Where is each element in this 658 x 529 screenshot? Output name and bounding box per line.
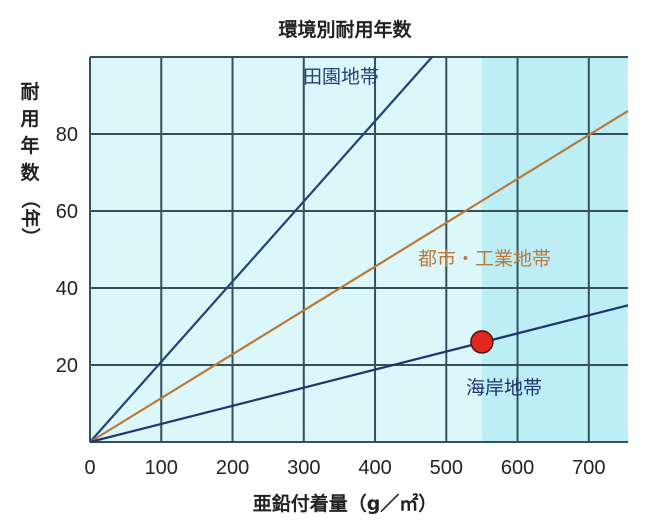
series-line-1 bbox=[89, 109, 629, 443]
series-line-0 bbox=[89, 56, 433, 443]
x-tick-label: 200 bbox=[216, 457, 249, 479]
y-axis-label-char: 用 bbox=[20, 108, 39, 130]
y-tick-label: 60 bbox=[56, 201, 78, 223]
x-tick-label: 400 bbox=[358, 457, 391, 479]
highlight-marker bbox=[470, 330, 494, 354]
chart-title: 環境別耐用年数 bbox=[278, 18, 412, 41]
x-tick-label: 500 bbox=[430, 457, 463, 479]
series-line-2 bbox=[89, 304, 629, 444]
x-ticks: 0 100 200 300 400 500 600 700 bbox=[84, 457, 605, 479]
y-axis-label: 耐 用 年 数 （年） bbox=[19, 81, 42, 247]
y-ticks: 20 40 60 80 bbox=[56, 124, 78, 377]
x-tick-label: 700 bbox=[572, 457, 605, 479]
series-label-rural: 田園地帯 bbox=[303, 66, 379, 88]
x-tick-label: 100 bbox=[145, 457, 178, 479]
y-axis-label-unit: （年） bbox=[19, 189, 42, 246]
x-tick-label: 600 bbox=[501, 457, 534, 479]
highlight-region bbox=[481, 57, 628, 442]
grid bbox=[89, 56, 628, 443]
series-label-urban: 都市・工業地帯 bbox=[418, 248, 551, 270]
x-tick-label: 300 bbox=[287, 457, 320, 479]
x-tick-label: 0 bbox=[84, 457, 95, 479]
y-tick-label: 40 bbox=[56, 278, 78, 300]
y-axis-label-char: 数 bbox=[20, 161, 40, 184]
series-lines bbox=[89, 56, 629, 444]
series-label-coastal: 海岸地帯 bbox=[466, 377, 542, 399]
y-axis-label-char: 年 bbox=[20, 134, 39, 157]
x-axis-label: 亜鉛付着量（g／㎡） bbox=[253, 492, 438, 515]
y-tick-label: 80 bbox=[56, 124, 78, 146]
y-axis-label-char: 耐 bbox=[20, 81, 39, 103]
y-tick-label: 20 bbox=[56, 355, 78, 377]
